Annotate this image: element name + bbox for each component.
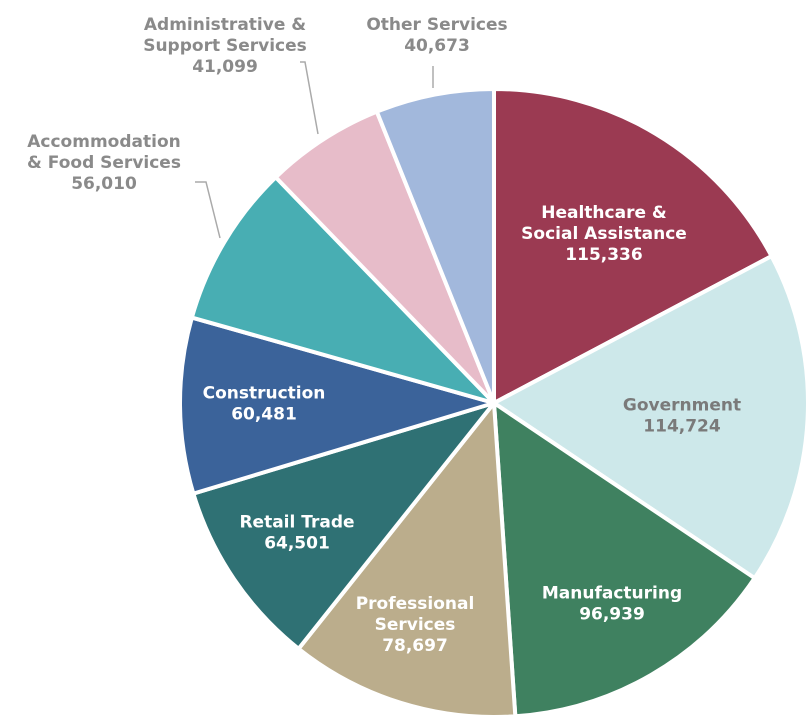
slice-value-label: 64,501: [264, 534, 330, 554]
pie-slice-other-services: [374, 87, 496, 405]
slice-name-label: Manufacturing: [542, 584, 682, 604]
slice-value-label: 78,697: [382, 636, 448, 656]
pie-slice-healthcare-and-social-assistance: [492, 87, 774, 405]
slice-name-label: Government: [623, 396, 741, 416]
pie-slice-construction: [178, 315, 496, 496]
pie-slices: [178, 87, 809, 719]
slice-name-label: Social Assistance: [521, 224, 687, 244]
slice-value-label: 114,724: [643, 417, 721, 437]
slice-name-label: Other Services: [366, 15, 507, 35]
leader-lines: [195, 61, 434, 239]
slice-name-label: Accommodation: [27, 132, 180, 152]
pie-slice-professional-services: [296, 401, 518, 719]
slice-name-label: Healthcare &: [541, 203, 667, 223]
slice-value-label: 41,099: [192, 57, 258, 77]
slice-name-label: Construction: [203, 384, 326, 404]
leader-line-accommodation-and-food-services: [195, 181, 221, 239]
slice-name-label: Administrative &: [144, 15, 306, 35]
slice-value-label: 40,673: [404, 36, 470, 56]
pie-slice-retail-trade: [191, 401, 496, 651]
leader-line-administrative-and-support-services: [300, 61, 319, 135]
slice-name-label: Retail Trade: [239, 513, 354, 533]
slice-value-label: 60,481: [231, 405, 297, 425]
slice-value-label: 96,939: [579, 605, 645, 625]
slice-value-label: 56,010: [71, 174, 137, 194]
slice-name-label: Services: [375, 615, 456, 635]
slice-name-label: Professional: [356, 594, 475, 614]
pie-slice-accommodation-and-food-services: [189, 175, 496, 405]
slice-name-label: Support Services: [143, 36, 307, 56]
slice-name-label: & Food Services: [27, 153, 181, 173]
pie-slice-administrative-and-support-services: [273, 109, 496, 405]
pie-slice-government: [492, 254, 809, 581]
slice-value-label: 115,336: [565, 245, 642, 265]
pie-slice-manufacturing: [492, 401, 757, 719]
